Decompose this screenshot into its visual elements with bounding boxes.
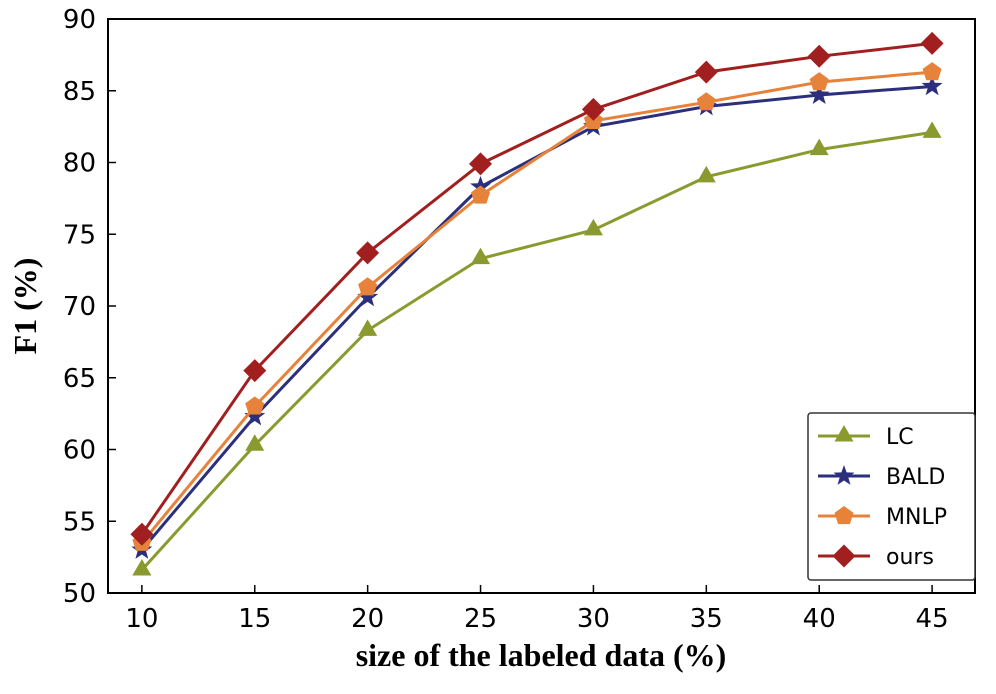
data-point xyxy=(358,319,378,336)
y-tick-label: 90 xyxy=(63,5,96,35)
legend-label: LC xyxy=(886,425,914,450)
y-tick-label: 70 xyxy=(63,292,96,322)
legend-label: ours xyxy=(886,545,934,570)
data-point xyxy=(921,75,943,96)
legend-marker xyxy=(832,544,856,568)
data-point xyxy=(130,522,154,546)
x-tick-label: 40 xyxy=(803,604,836,634)
series-line xyxy=(140,70,933,544)
data-point xyxy=(808,84,830,104)
data-point xyxy=(583,218,603,236)
x-tick-label: 10 xyxy=(125,604,158,634)
data-point xyxy=(356,241,380,265)
data-point xyxy=(922,121,942,138)
y-tick-label: 75 xyxy=(63,220,96,250)
x-tick-label: 15 xyxy=(238,604,271,634)
data-point xyxy=(245,396,265,415)
x-tick-label: 35 xyxy=(690,604,723,634)
data-point xyxy=(809,138,829,156)
x-tick-label: 45 xyxy=(916,604,949,634)
y-tick-label: 55 xyxy=(63,507,96,537)
y-tick-label: 80 xyxy=(63,149,96,179)
series-line xyxy=(140,41,933,536)
data-point xyxy=(243,359,267,383)
data-point xyxy=(471,185,490,204)
data-point xyxy=(807,44,831,68)
data-point xyxy=(245,434,265,451)
x-tick-label: 30 xyxy=(577,604,610,634)
y-tick-label: 60 xyxy=(63,436,96,466)
data-point xyxy=(244,405,266,426)
legend-label: MNLP xyxy=(886,505,947,530)
y-tick-label: 65 xyxy=(63,364,96,394)
x-tick-label: 20 xyxy=(351,604,384,634)
data-point xyxy=(920,31,944,55)
data-point xyxy=(581,97,605,121)
legend-marker xyxy=(834,506,854,525)
data-point xyxy=(809,72,829,91)
y-axis-label: F1 (%) xyxy=(7,258,43,355)
plot-frame xyxy=(107,18,976,594)
x-tick-label: 25 xyxy=(464,604,497,634)
data-point xyxy=(132,559,152,576)
data-point xyxy=(471,247,491,265)
data-point xyxy=(694,60,718,84)
series-line xyxy=(140,130,933,572)
data-point xyxy=(696,92,716,111)
data-point xyxy=(696,165,716,183)
legend-marker xyxy=(833,465,855,485)
legend-marker xyxy=(834,425,854,442)
data-point xyxy=(922,62,942,81)
y-tick-label: 85 xyxy=(63,77,96,107)
legend-box xyxy=(807,412,976,581)
legend-label: BALD xyxy=(886,465,945,490)
data-point xyxy=(469,152,492,176)
data-point xyxy=(358,277,378,296)
data-point xyxy=(357,286,379,307)
y-tick-label: 50 xyxy=(63,579,96,609)
x-axis-label: size of the labeled data (%) xyxy=(356,637,727,673)
